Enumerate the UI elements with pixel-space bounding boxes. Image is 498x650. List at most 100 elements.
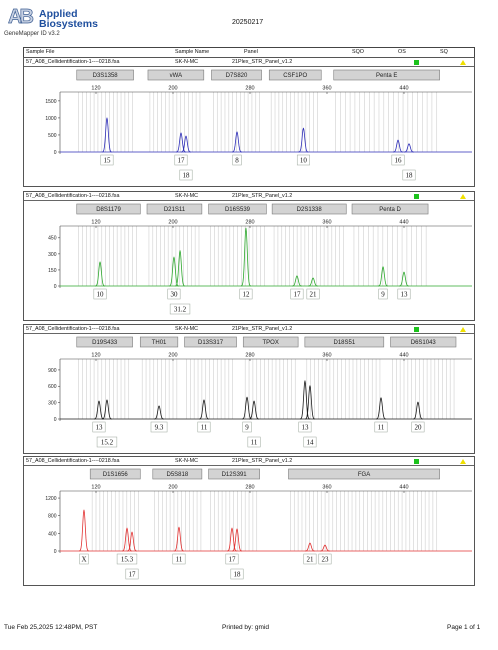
allele-label: 10 xyxy=(296,154,310,166)
allele-label-text: 17 xyxy=(129,571,137,579)
marker-box: Penta E xyxy=(333,69,440,81)
allele-label-box xyxy=(230,568,244,580)
software-version: GeneMapper ID v3.2 xyxy=(4,31,60,37)
y-tick-label: 1200 xyxy=(45,496,56,502)
allele-label-box xyxy=(318,553,332,565)
allele-label-text: 10 xyxy=(97,291,105,299)
allele-label-text: 13 xyxy=(95,424,103,432)
x-tick-label: 120 xyxy=(91,220,100,226)
y-tick-label: 400 xyxy=(48,531,57,537)
marker-box: D6S1043 xyxy=(390,336,457,348)
sample-info-row: 57_A08_Cellidentification-1----0218.fsa … xyxy=(24,325,474,334)
col-sample-name: Sample Name xyxy=(175,49,210,55)
allele-label-text: 9.3 xyxy=(155,424,164,432)
allele-label-box xyxy=(306,288,320,300)
x-tick-label: 360 xyxy=(322,485,331,491)
bin-lines xyxy=(91,491,438,551)
allele-label-text: 31.2 xyxy=(174,306,187,314)
peak-trace xyxy=(319,544,330,552)
x-tick-label: 200 xyxy=(168,485,177,491)
allele-label: 21 xyxy=(306,288,320,300)
col-panel: Panel xyxy=(244,49,258,55)
applied-biosystems-logo-mark: AB xyxy=(8,6,35,29)
allele-label-text: 16 xyxy=(395,157,403,165)
marker-label: TH01 xyxy=(152,340,167,346)
peak-trace xyxy=(231,528,243,552)
marker-box: FGA xyxy=(288,468,440,480)
x-tick-label: 280 xyxy=(245,220,254,226)
peak-trace xyxy=(168,256,179,287)
peak-trace xyxy=(304,542,315,552)
allele-label-box xyxy=(397,288,411,300)
marker-box: D7S820 xyxy=(211,69,262,81)
marker-label: D3S1358 xyxy=(93,73,119,79)
sample-file: 57_A08_Cellidentification-1----0218.fsa xyxy=(26,59,120,65)
allele-label: 9 xyxy=(242,421,252,433)
sample-panel: 57_A08_Cellidentification-1----0218.fsa … xyxy=(23,456,475,586)
allele-label: 15 xyxy=(100,154,114,166)
allele-label-box xyxy=(303,436,317,448)
allele-label: 18 xyxy=(402,169,416,181)
allele-label-text: 11 xyxy=(201,424,208,432)
marker-range-rect xyxy=(146,203,203,215)
allele-label: 10 xyxy=(93,288,107,300)
allele-label-text: 17 xyxy=(177,157,185,165)
marker-box: D18S51 xyxy=(304,336,385,348)
sample-panel: 57_A08_Cellidentification-1----0218.fsa … xyxy=(23,324,475,454)
y-tick-label: 0 xyxy=(54,417,57,423)
sample-panel: 57_A08_Cellidentification-1----0218.fsa … xyxy=(23,57,475,187)
allele-label: 15.2 xyxy=(96,436,118,448)
sample-name: SK-N-MC xyxy=(175,193,199,199)
page-number: Page 1 of 1 xyxy=(447,624,481,631)
allele-label-text: 15.3 xyxy=(121,556,134,564)
allele-label-box xyxy=(247,436,261,448)
x-tick-label: 360 xyxy=(322,220,331,226)
allele-label: 13 xyxy=(298,421,312,433)
y-tick-label: 300 xyxy=(48,252,57,258)
allele-label: 16 xyxy=(391,154,405,166)
sample-name: SK-N-MC xyxy=(175,59,199,65)
electropherogram-plot: D3S1358 vWA D7S820 CSF1PO Penta E 120 200 280 36… xyxy=(45,69,472,181)
peak-trace xyxy=(173,526,185,552)
marker-range-rect xyxy=(288,468,440,480)
allele-label-text: 9 xyxy=(381,291,385,299)
peak-trace xyxy=(198,399,210,420)
allele-label-box xyxy=(179,169,193,181)
peak-trace xyxy=(298,127,309,153)
allele-label-text: 10 xyxy=(300,157,308,165)
table-header-row: Sample File Sample Name Panel SQO OS SQ xyxy=(23,47,475,58)
allele-label-text: 21 xyxy=(310,291,318,299)
allele-label-box xyxy=(303,553,317,565)
allele-label-box xyxy=(290,288,304,300)
allele-label-box xyxy=(411,421,425,433)
allele-label-box xyxy=(167,288,181,300)
marker-range-rect xyxy=(76,69,134,81)
x-tick-label: 200 xyxy=(168,86,177,92)
marker-label: TPOX xyxy=(263,340,279,346)
logo-text-applied: Applied xyxy=(39,8,78,20)
allele-label-text: 11 xyxy=(251,439,258,447)
x-tick-label: 120 xyxy=(91,86,100,92)
allele-label-box xyxy=(378,288,388,300)
allele-label: X xyxy=(79,553,89,565)
panel-name: 21Plex_STR_Panel_v1.2 xyxy=(232,193,293,199)
allele-label-box xyxy=(125,568,139,580)
y-tick-label: 1000 xyxy=(45,116,56,122)
marker-box: CSF1PO xyxy=(268,69,322,81)
allele-label: 13 xyxy=(397,288,411,300)
allele-label-box xyxy=(93,288,107,300)
allele-label-box xyxy=(391,154,405,166)
allele-label-box xyxy=(225,553,239,565)
allele-label-box xyxy=(150,421,168,433)
x-tick-label: 440 xyxy=(399,485,408,491)
marker-label: D13S317 xyxy=(198,340,224,346)
y-tick-label: 600 xyxy=(48,384,57,390)
marker-box: D12S391 xyxy=(208,468,260,480)
allele-label-box xyxy=(172,553,186,565)
peak-trace xyxy=(375,397,387,420)
marker-label: Penta E xyxy=(376,73,397,79)
peak-trace xyxy=(101,399,113,420)
allele-label: 30 xyxy=(167,288,181,300)
peak-trace xyxy=(398,271,410,287)
